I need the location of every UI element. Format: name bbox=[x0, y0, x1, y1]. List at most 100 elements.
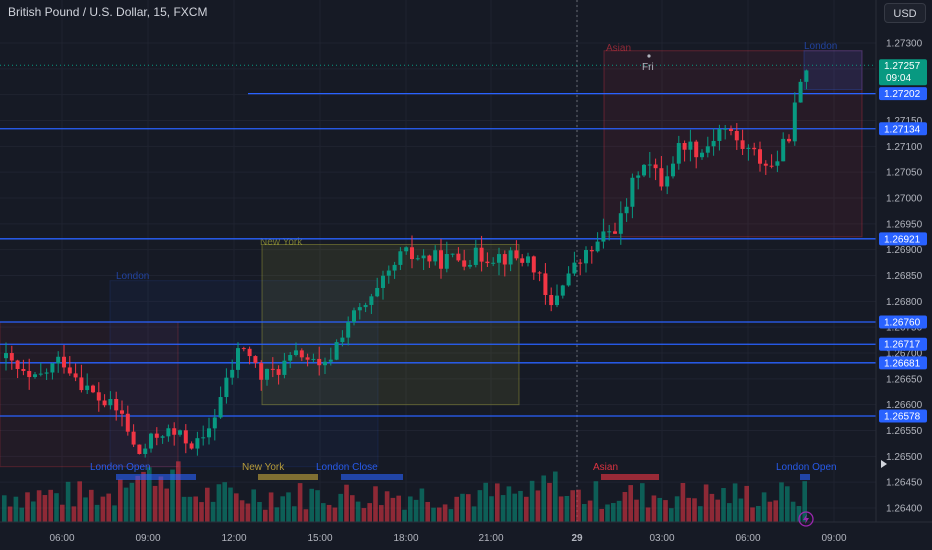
volume-bar bbox=[558, 496, 564, 522]
price-tick-label: 1.26850 bbox=[886, 271, 923, 282]
volume-bar bbox=[118, 479, 123, 522]
volume-bar bbox=[634, 499, 639, 522]
volume-bar bbox=[123, 487, 129, 522]
candle-body bbox=[462, 260, 467, 267]
candle-body bbox=[44, 372, 49, 374]
volume-bar bbox=[408, 496, 413, 522]
time-tick-label: 29 bbox=[571, 533, 583, 544]
volume-bar bbox=[83, 497, 88, 522]
volume-bar bbox=[750, 507, 755, 522]
candle-body bbox=[769, 165, 774, 167]
price-tick-label: 1.26950 bbox=[886, 219, 923, 230]
candle-body bbox=[91, 385, 95, 393]
volume-bar bbox=[506, 486, 512, 522]
day-marker: Fri bbox=[642, 54, 654, 73]
candle-body bbox=[671, 163, 675, 177]
volume-bar bbox=[802, 481, 807, 522]
volume-bar bbox=[669, 508, 674, 522]
candle-body bbox=[386, 270, 391, 276]
volume-bar bbox=[529, 480, 535, 522]
level-tag-bg bbox=[879, 337, 927, 351]
volume-bar bbox=[170, 469, 175, 522]
volume-bar bbox=[599, 508, 604, 522]
lightning-icon-bolt bbox=[803, 514, 809, 524]
candle-body bbox=[114, 398, 119, 411]
volume-bar bbox=[611, 503, 616, 522]
time-tick-label: 21:00 bbox=[478, 533, 503, 544]
volume-bar bbox=[628, 485, 633, 522]
candle-body bbox=[218, 397, 223, 418]
volume-bar bbox=[727, 503, 732, 522]
volume-bar bbox=[419, 488, 425, 522]
bottom-session-bar bbox=[601, 474, 659, 480]
time-tick-label: 12:00 bbox=[221, 533, 246, 544]
volume-bar bbox=[657, 497, 662, 522]
candle-body bbox=[729, 128, 733, 132]
candle-body bbox=[178, 430, 182, 435]
candle-body bbox=[166, 428, 171, 437]
level-price-tag: 1.26578 bbox=[879, 409, 927, 423]
volume-bar bbox=[680, 482, 686, 522]
volume-bar bbox=[431, 507, 436, 522]
candle-body bbox=[642, 164, 646, 176]
volume-bar bbox=[321, 503, 326, 522]
candle-body bbox=[537, 272, 542, 274]
price-tick-label: 1.26600 bbox=[886, 400, 923, 411]
volume-bar bbox=[553, 471, 558, 522]
time-tick-label: 03:00 bbox=[649, 533, 674, 544]
countdown-timer: 09:04 bbox=[886, 73, 911, 84]
volume-bar bbox=[280, 496, 285, 522]
scroll-right-icon[interactable] bbox=[881, 460, 887, 468]
volume-bar bbox=[129, 482, 135, 522]
price-tick-label: 1.26550 bbox=[886, 426, 923, 437]
candle-body bbox=[201, 437, 206, 439]
candle-body bbox=[497, 254, 501, 263]
time-tick-label: 15:00 bbox=[307, 533, 332, 544]
lightning-icon[interactable] bbox=[798, 511, 814, 527]
candle-body bbox=[584, 250, 588, 264]
candle-body bbox=[485, 261, 490, 264]
candle-body bbox=[439, 250, 443, 269]
volume-bar bbox=[147, 467, 152, 522]
volume-bar bbox=[767, 501, 773, 522]
volume-bar bbox=[7, 506, 13, 522]
session-boxes: London New York Asian London bbox=[0, 41, 863, 468]
volume-bar bbox=[721, 488, 726, 522]
level-tag-label: 1.27202 bbox=[884, 89, 921, 100]
volume-bar bbox=[413, 499, 419, 522]
bottom-session-label: Asian bbox=[593, 462, 618, 473]
level-tag-bg bbox=[879, 356, 927, 370]
price-tick-label: 1.26450 bbox=[886, 478, 923, 489]
candle-body bbox=[328, 359, 333, 362]
candle-body bbox=[27, 370, 32, 378]
volume-bar bbox=[216, 484, 222, 522]
volume-bar bbox=[176, 461, 181, 522]
volume-bar bbox=[790, 501, 796, 522]
candle-body bbox=[9, 353, 14, 361]
volume-bar bbox=[547, 482, 552, 522]
candle-body bbox=[346, 322, 351, 338]
candle-body bbox=[665, 176, 670, 187]
candle-body bbox=[781, 138, 786, 162]
volume-bar bbox=[512, 493, 517, 522]
candle-body bbox=[305, 357, 310, 360]
currency-button[interactable]: USD bbox=[884, 3, 926, 23]
candle-body bbox=[102, 400, 107, 406]
candle-body bbox=[758, 149, 762, 164]
volume-bar bbox=[100, 496, 106, 522]
price-tick-label: 1.26700 bbox=[886, 349, 923, 360]
candle-body bbox=[311, 358, 316, 360]
candle-body bbox=[230, 369, 235, 378]
candle-body bbox=[775, 161, 780, 166]
candle-body bbox=[578, 262, 583, 264]
candle-body bbox=[253, 356, 258, 363]
candle-body bbox=[224, 377, 229, 398]
volume-bar bbox=[245, 503, 251, 522]
volume-bar bbox=[268, 492, 274, 522]
volume-bar bbox=[228, 487, 233, 522]
candle-body bbox=[450, 253, 455, 255]
volume-bar bbox=[315, 490, 320, 522]
day-marker-label: Fri bbox=[642, 62, 654, 73]
volume-bar bbox=[89, 489, 94, 522]
